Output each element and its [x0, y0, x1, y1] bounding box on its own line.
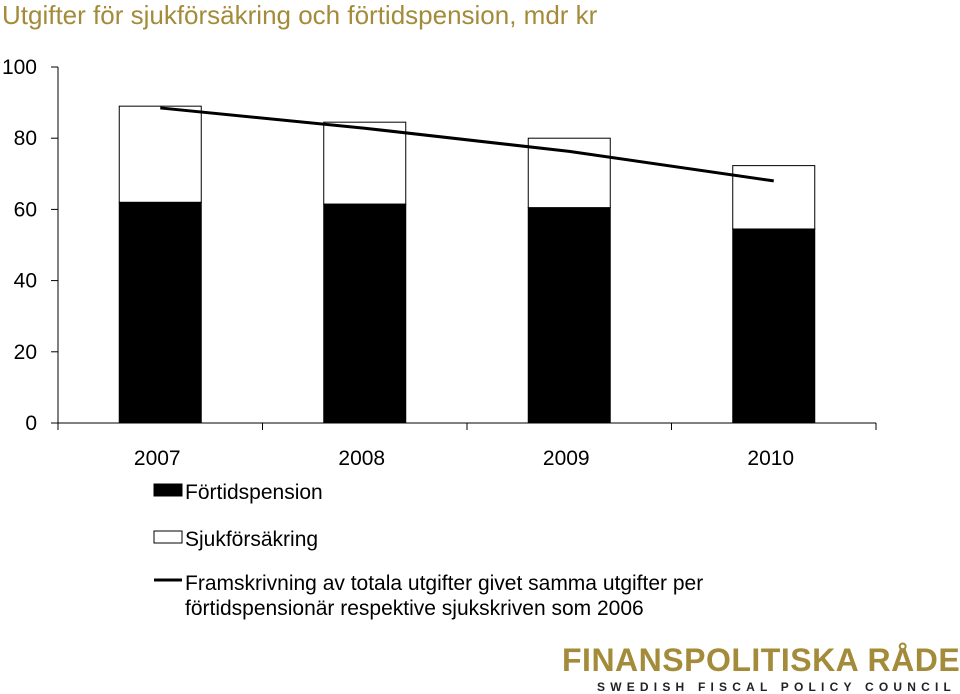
y-tick-label: 40 [14, 270, 37, 293]
trend-line [160, 106, 774, 183]
bar-sjukforsakring [323, 121, 407, 205]
legend-label-fortidspension: Förtidspension [185, 481, 323, 504]
legend-label-trend-line: Framskrivning av totala utgifter givet s… [185, 572, 703, 595]
x-tick-label: 2009 [543, 447, 590, 470]
chart-title: Utgifter för sjukförsäkring och förtidsp… [2, 0, 598, 30]
bar-sjukforsakring [118, 105, 202, 203]
trend-line-group [160, 106, 774, 183]
bar-sjukforsakring [732, 165, 816, 230]
legend: Förtidspension Sjukförsäkring Framskrivnin… [153, 481, 703, 620]
y-tick-label: 20 [14, 341, 37, 364]
legend-swatch-sjukforsakring [153, 530, 183, 544]
bar-fortidspension [323, 203, 407, 424]
bars [118, 105, 816, 424]
legend-swatch-fortidspension [153, 483, 183, 497]
y-tick-label: 60 [14, 198, 37, 221]
bar-fortidspension [732, 228, 816, 424]
legend-label-trend-line: förtidspensionär respektive sjukskriven … [185, 597, 644, 620]
logo-name: FINANSPOLITISKA RÅDET [562, 642, 960, 678]
axes: 0 20 40 60 80 100 2007 2008 2009 2010 [2, 56, 877, 470]
y-tick-label: 100 [2, 56, 37, 79]
bar-fortidspension [527, 207, 611, 424]
legend-label-sjukforsakring: Sjukförsäkring [185, 528, 318, 551]
y-tick-label: 0 [25, 412, 37, 435]
logo-tagline: SWEDISH FISCAL POLICY COUNCIL [597, 680, 957, 694]
x-tick-label: 2008 [338, 447, 385, 470]
bar-fortidspension [118, 201, 202, 424]
y-tick-label: 80 [14, 127, 37, 150]
x-tick-label: 2010 [747, 447, 794, 470]
x-tick-label: 2007 [134, 447, 181, 470]
